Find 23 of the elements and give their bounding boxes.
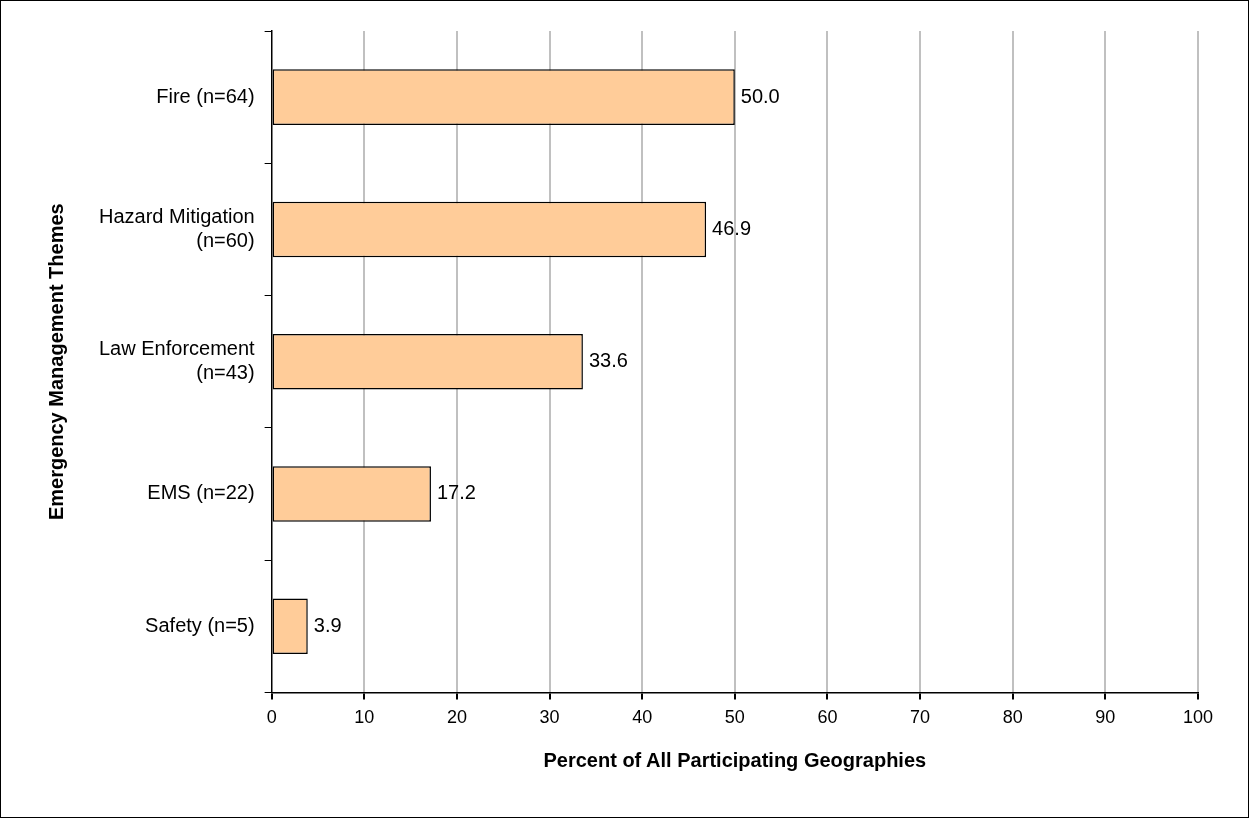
- data-label: 17.2: [436, 481, 476, 504]
- y-tick-label: Safety (n=5): [145, 613, 255, 636]
- data-label: 50.0: [740, 84, 780, 107]
- x-tick-label: 0: [266, 707, 277, 728]
- data-label: 3.9: [313, 613, 342, 636]
- x-axis-title: Percent of All Participating Geographies: [543, 748, 927, 771]
- data-label: 46.9: [712, 216, 752, 239]
- x-tick-label: 40: [632, 707, 653, 728]
- x-tick-label: 90: [1095, 707, 1116, 728]
- x-tick-label: 10: [354, 707, 375, 728]
- x-tick-label: 100: [1182, 707, 1214, 728]
- x-tick-label: 50: [724, 707, 745, 728]
- x-tick-label: 70: [910, 707, 931, 728]
- x-tick-label: 20: [446, 707, 467, 728]
- x-tick-label: 60: [817, 707, 838, 728]
- x-tick-label: 30: [539, 707, 560, 728]
- data-label: 33.6: [588, 349, 628, 372]
- y-tick-label: Law Enforcement (n=43): [98, 337, 256, 384]
- y-tick-label: EMS (n=22): [147, 481, 255, 504]
- y-tick-label: Hazard Mitigation (n=60): [99, 204, 255, 251]
- x-tick-label: 80: [1002, 707, 1023, 728]
- y-tick-label: Fire (n=64): [156, 84, 255, 107]
- y-axis-title: Emergency Management Themes: [44, 203, 67, 521]
